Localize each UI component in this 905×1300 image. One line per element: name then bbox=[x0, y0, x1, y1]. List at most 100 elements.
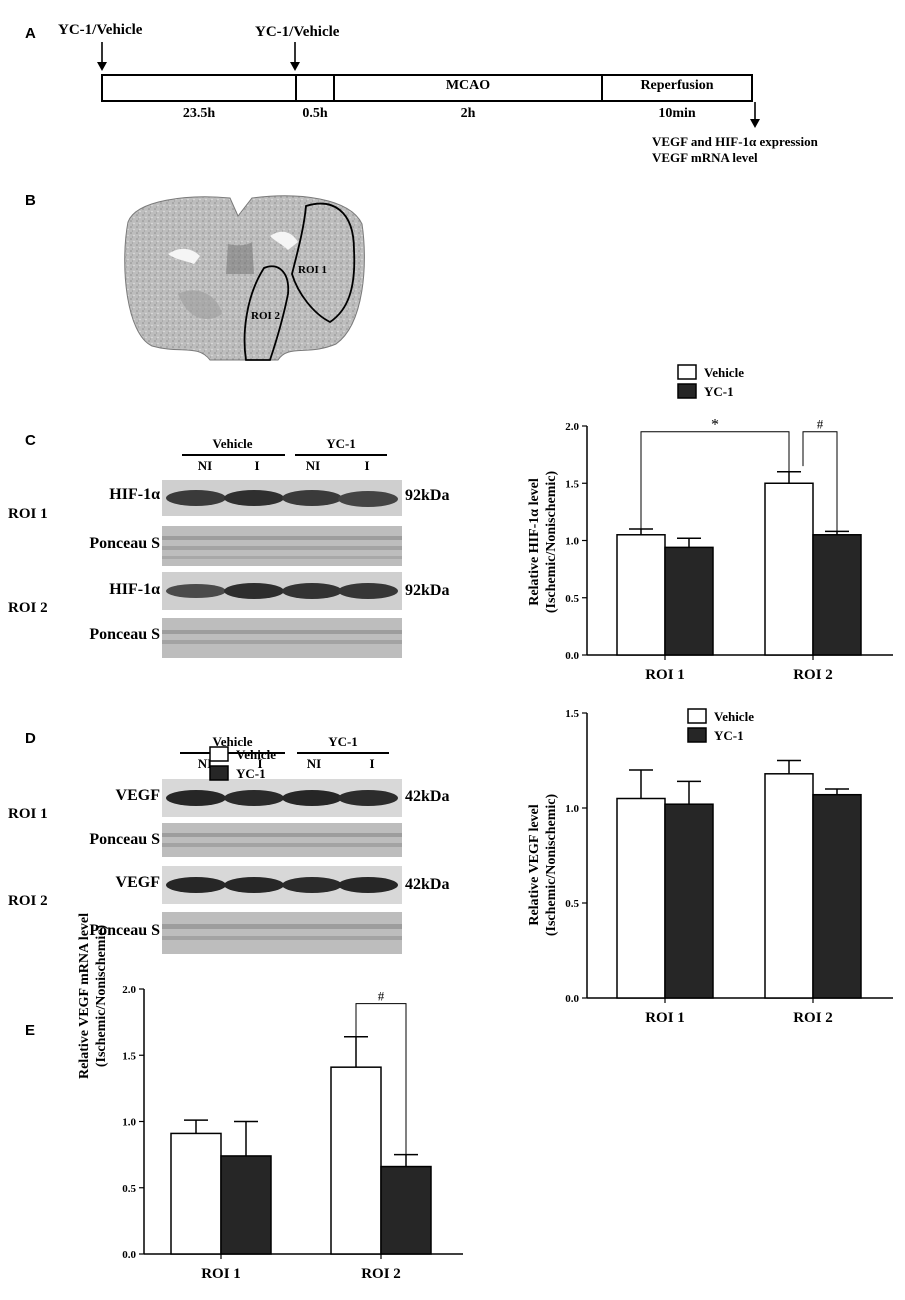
bar-vehicle bbox=[170, 1132, 222, 1255]
group-label-yc1: YC-1 bbox=[328, 734, 358, 749]
panel-label-b: B bbox=[25, 192, 36, 209]
significance-hash: # bbox=[378, 989, 385, 1004]
x-tick-label: ROI 1 bbox=[201, 1266, 241, 1282]
blot-row-label: HIF-1α bbox=[109, 486, 160, 503]
lane-label: NI bbox=[197, 458, 213, 473]
roi-row-label: ROI 2 bbox=[8, 893, 48, 909]
timeline-segment-reperfusion bbox=[601, 74, 753, 102]
blot-strip-vegf-roi1 bbox=[162, 779, 402, 817]
legend-label: Vehicle bbox=[714, 709, 754, 724]
treatment-label-2: YC-1/Vehicle bbox=[255, 24, 340, 40]
x-tick-label: ROI 2 bbox=[793, 1010, 833, 1025]
arrow-down-icon bbox=[290, 42, 300, 71]
significance-bracket bbox=[355, 1003, 407, 1155]
panel-label-a: A bbox=[25, 25, 36, 42]
legend-swatch bbox=[687, 708, 707, 724]
duration-4: 10min bbox=[658, 106, 696, 121]
bar-vehicle bbox=[616, 534, 666, 656]
blot-strip-ponceau-roi2 bbox=[162, 912, 402, 954]
blot-row-label: Ponceau S bbox=[89, 831, 160, 848]
group-line-vehicle bbox=[182, 454, 285, 456]
x-tick-label: ROI 1 bbox=[645, 1010, 685, 1025]
lane-label: I bbox=[254, 458, 260, 473]
legend-swatch bbox=[209, 746, 229, 762]
treatment-label-1: YC-1/Vehicle bbox=[58, 22, 143, 38]
panel-label-e: E bbox=[25, 1022, 36, 1039]
duration-2: 0.5h bbox=[302, 106, 328, 121]
y-tick-label: 0.5 bbox=[122, 1183, 136, 1195]
reperfusion-label: Reperfusion bbox=[640, 78, 714, 93]
bar-vehicle bbox=[330, 1066, 382, 1255]
bar-yc-1 bbox=[380, 1165, 432, 1255]
y-axis-label-line1: Relative VEGF level bbox=[527, 804, 542, 925]
y-axis-label: Relative HIF-1α level (Ischemic/Nonischem… bbox=[527, 471, 559, 614]
arrow-down-icon bbox=[750, 102, 760, 128]
blot-strip-vegf-roi2 bbox=[162, 866, 402, 904]
legend-label: YC-1 bbox=[704, 384, 734, 399]
group-line-vehicle bbox=[180, 752, 285, 754]
roi1-outline bbox=[291, 202, 356, 324]
y-tick-label: 1.5 bbox=[565, 708, 579, 720]
y-axis-label: Relative VEGF mRNA level (Ischemic/Nonisc… bbox=[77, 913, 109, 1079]
significance-bracket bbox=[640, 431, 790, 530]
y-tick-label: 1.5 bbox=[122, 1050, 136, 1062]
blot-row-label: Ponceau S bbox=[89, 626, 160, 643]
blot-strip-ponceau-roi1 bbox=[162, 526, 402, 566]
y-axis-label: Relative VEGF level (Ischemic/Nonischemic… bbox=[527, 794, 559, 937]
kda-marker: 92kDa bbox=[405, 487, 450, 504]
arrow-down-icon bbox=[97, 42, 107, 71]
significance-star: * bbox=[711, 417, 719, 434]
kda-marker: 42kDa bbox=[405, 788, 450, 805]
blot-row-label: Ponceau S bbox=[89, 535, 160, 552]
bar-yc-1 bbox=[812, 534, 862, 656]
roi-row-label: ROI 2 bbox=[8, 600, 48, 616]
y-axis-label-line2: (Ischemic/Nonischemic) bbox=[94, 925, 109, 1068]
lane-label: I bbox=[257, 756, 263, 771]
lane-label: I bbox=[364, 458, 370, 473]
legend-label: YC-1 bbox=[714, 728, 744, 743]
legend-label: Vehicle bbox=[236, 747, 276, 762]
bar-vehicle bbox=[764, 773, 814, 999]
chart-vegf-mrna: 0.0 0.5 1.0 1.5 2.0 ROI 1 ROI 2 Vehicle YC-1 Rela… bbox=[77, 746, 463, 1282]
legend-label: YC-1 bbox=[236, 766, 266, 781]
y-tick-label: 0.0 bbox=[122, 1249, 136, 1261]
blot-strip-ponceau-roi1 bbox=[162, 823, 402, 857]
roi2-outline bbox=[243, 265, 290, 361]
timeline-segment-2 bbox=[295, 74, 335, 102]
readout-line-2: VEGF mRNA level bbox=[652, 150, 758, 165]
group-label-vehicle: Vehicle bbox=[212, 436, 253, 451]
y-tick-label: 2.0 bbox=[122, 984, 136, 996]
panel-label-c: C bbox=[25, 432, 36, 449]
kda-marker: 42kDa bbox=[405, 876, 450, 893]
chart-hif1a: 0.0 0.5 1.0 1.5 2.0 ROI 1 ROI 2 Vehicle YC-1 Rela… bbox=[527, 364, 893, 683]
bar-yc-1 bbox=[220, 1155, 272, 1255]
y-tick-label: 0.5 bbox=[565, 593, 579, 605]
group-line-yc1 bbox=[297, 752, 389, 754]
roi-row-label: ROI 1 bbox=[8, 506, 48, 522]
legend-label: Vehicle bbox=[704, 365, 744, 380]
y-tick-label: 1.5 bbox=[565, 478, 579, 490]
bar-yc-1 bbox=[812, 793, 862, 999]
y-tick-label: 1.0 bbox=[565, 536, 579, 548]
legend-swatch bbox=[209, 765, 229, 781]
duration-1: 23.5h bbox=[182, 106, 216, 121]
blot-strip-hif1a-roi1 bbox=[162, 480, 402, 516]
roi1-brain-label: ROI 1 bbox=[298, 264, 328, 276]
chart-vegf-protein: 0.0 0.5 1.0 1.5 ROI 1 ROI 2 Vehicle YC-1 Relativ… bbox=[527, 708, 893, 1025]
bar-vehicle bbox=[764, 482, 814, 656]
bar-vehicle bbox=[616, 797, 666, 999]
blot-strip-ponceau-roi2 bbox=[162, 618, 402, 658]
blot-row-label: HIF-1α bbox=[109, 581, 160, 598]
legend-swatch bbox=[677, 364, 697, 380]
y-axis-label-line2: (Ischemic/Nonischemic) bbox=[544, 471, 559, 614]
lane-label: NI bbox=[306, 756, 322, 771]
readout-line-1: VEGF and HIF-1α expression bbox=[652, 134, 818, 149]
blot-row-label: VEGF bbox=[115, 874, 160, 891]
y-tick-label: 2.0 bbox=[565, 421, 579, 433]
y-tick-label: 0.0 bbox=[565, 650, 579, 662]
y-tick-label: 0.0 bbox=[565, 993, 579, 1005]
y-tick-label: 1.0 bbox=[122, 1117, 136, 1129]
group-line-yc1 bbox=[295, 454, 387, 456]
roi-row-label: ROI 1 bbox=[8, 806, 48, 822]
y-tick-label: 1.0 bbox=[565, 803, 579, 815]
